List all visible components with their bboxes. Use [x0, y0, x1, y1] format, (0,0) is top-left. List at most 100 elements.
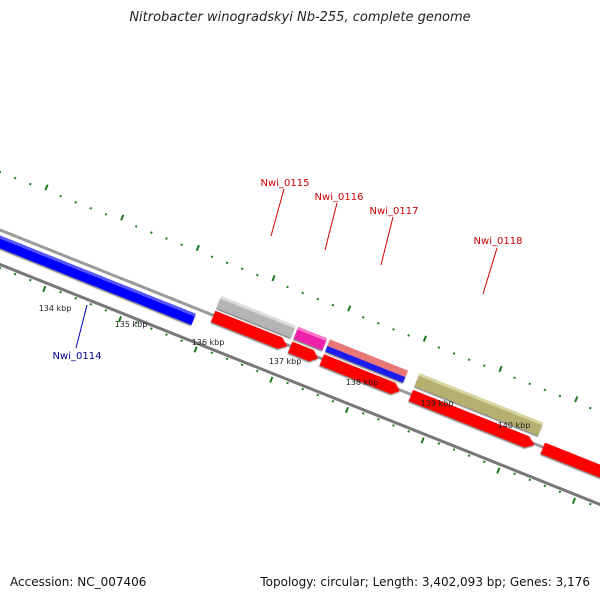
outer-tick	[588, 406, 592, 410]
inner-tick	[89, 303, 93, 306]
outer-tick	[528, 382, 532, 386]
inner-tick	[59, 290, 62, 294]
outer-tick	[347, 305, 352, 312]
inner-tick	[407, 430, 410, 433]
inner-tick	[165, 333, 168, 336]
outer-tick	[225, 261, 229, 265]
genome-summary-text: Topology: circular; Length: 3,402,093 bp…	[260, 575, 590, 589]
gene-callouts	[75, 188, 498, 349]
outer-tick	[377, 322, 380, 325]
outer-tick	[180, 243, 183, 246]
inner-tick	[193, 346, 198, 353]
inner-tick-ring	[0, 266, 592, 506]
gene-nwi-0117[interactable]	[325, 339, 408, 383]
inner-tick	[392, 424, 395, 427]
inner-tick	[528, 478, 532, 482]
inner-tick	[513, 472, 516, 476]
inner-tick	[344, 406, 350, 414]
inner-tick	[377, 418, 380, 421]
outer-tick	[437, 346, 441, 349]
outer-tick	[407, 334, 410, 337]
outer-tick	[74, 200, 77, 204]
gene-nwi-0116[interactable]	[293, 326, 328, 351]
cds-arrow-0118	[408, 389, 535, 448]
outer-tick	[422, 335, 427, 342]
gene-labels: Nwi_0115 Nwi_0116 Nwi_0117 Nwi_0118 Nwi_…	[53, 178, 523, 362]
outer-tick	[28, 182, 32, 186]
inner-tick	[316, 393, 320, 397]
outer-tick	[558, 394, 562, 398]
scale-label: 136 kbp	[192, 338, 225, 347]
outer-tick	[150, 231, 153, 234]
gene-label-nwi-0114: Nwi_0114	[53, 351, 102, 362]
scale-label: 139 kbp	[421, 399, 454, 408]
inner-tick	[255, 369, 259, 373]
outer-tick	[89, 207, 93, 210]
outer-tick	[498, 365, 503, 373]
outer-tick	[271, 275, 276, 282]
inner-tick	[301, 387, 304, 391]
inner-tick	[28, 278, 32, 282]
cds-arrow-0116	[288, 341, 319, 362]
outer-tick	[482, 364, 486, 368]
outer-tick	[452, 352, 456, 355]
inner-tick	[482, 460, 486, 464]
inner-tick	[269, 376, 274, 383]
gene-nwi-0118[interactable]	[414, 373, 544, 436]
inner-tick	[117, 316, 123, 323]
outer-tick	[543, 388, 547, 392]
inner-tick	[240, 363, 244, 367]
inner-tick	[134, 321, 138, 324]
cds-arrow-0115	[210, 310, 288, 349]
outer-tick	[134, 225, 138, 228]
outer-tick	[301, 291, 304, 295]
outer-tick	[392, 328, 395, 331]
scale-labels: 134 kbp 135 kbp 136 kbp 137 kbp 138 kbp …	[39, 304, 531, 430]
outer-tick	[0, 170, 2, 174]
gene-label-nwi-0117: Nwi_0117	[370, 206, 419, 217]
inner-tick	[571, 497, 577, 504]
outer-tick	[513, 376, 516, 380]
gene-label-nwi-0116: Nwi_0116	[315, 192, 364, 203]
outer-tick	[44, 184, 49, 191]
inner-tick	[104, 309, 108, 312]
scale-label: 138 kbp	[346, 378, 379, 387]
outer-tick	[59, 194, 62, 198]
inner-tick	[543, 484, 547, 488]
inner-tick	[496, 467, 501, 474]
cds-arrow-0119	[540, 442, 600, 497]
outer-tick	[574, 396, 579, 403]
outer-tick	[13, 176, 17, 180]
inner-tick	[452, 448, 456, 451]
inner-tick	[42, 285, 47, 293]
inner-tick	[588, 502, 592, 506]
scale-label: 135 kbp	[115, 320, 148, 329]
gene-label-nwi-0118: Nwi_0118	[474, 236, 523, 247]
inner-tick	[0, 266, 2, 270]
inner-tick	[437, 442, 441, 445]
outer-tick	[120, 214, 125, 221]
outer-tick	[361, 315, 365, 319]
outer-tick	[316, 297, 320, 301]
inner-tick	[210, 351, 214, 355]
accession-text: Accession: NC_007406	[10, 575, 147, 589]
inner-tick	[180, 339, 183, 342]
inner-tick	[13, 272, 17, 276]
outer-tick-ring	[0, 170, 592, 410]
gene-nwi-0115[interactable]	[216, 295, 296, 338]
inner-tick	[150, 327, 153, 330]
scale-label: 134 kbp	[39, 304, 72, 313]
outer-tick	[104, 213, 108, 216]
cds-arrow-0117	[319, 354, 400, 394]
outer-tick	[331, 303, 335, 307]
inner-tick	[558, 490, 562, 494]
inner-tick	[286, 381, 289, 385]
outer-tick	[467, 358, 471, 361]
inner-tick	[225, 357, 229, 361]
outer-tick	[255, 273, 259, 277]
inner-tick	[467, 454, 471, 457]
gene-nwi-0114[interactable]	[0, 230, 196, 325]
scale-label: 137 kbp	[269, 357, 302, 366]
map-title: Nitrobacter winogradskyi Nb-255, complet…	[129, 10, 471, 25]
